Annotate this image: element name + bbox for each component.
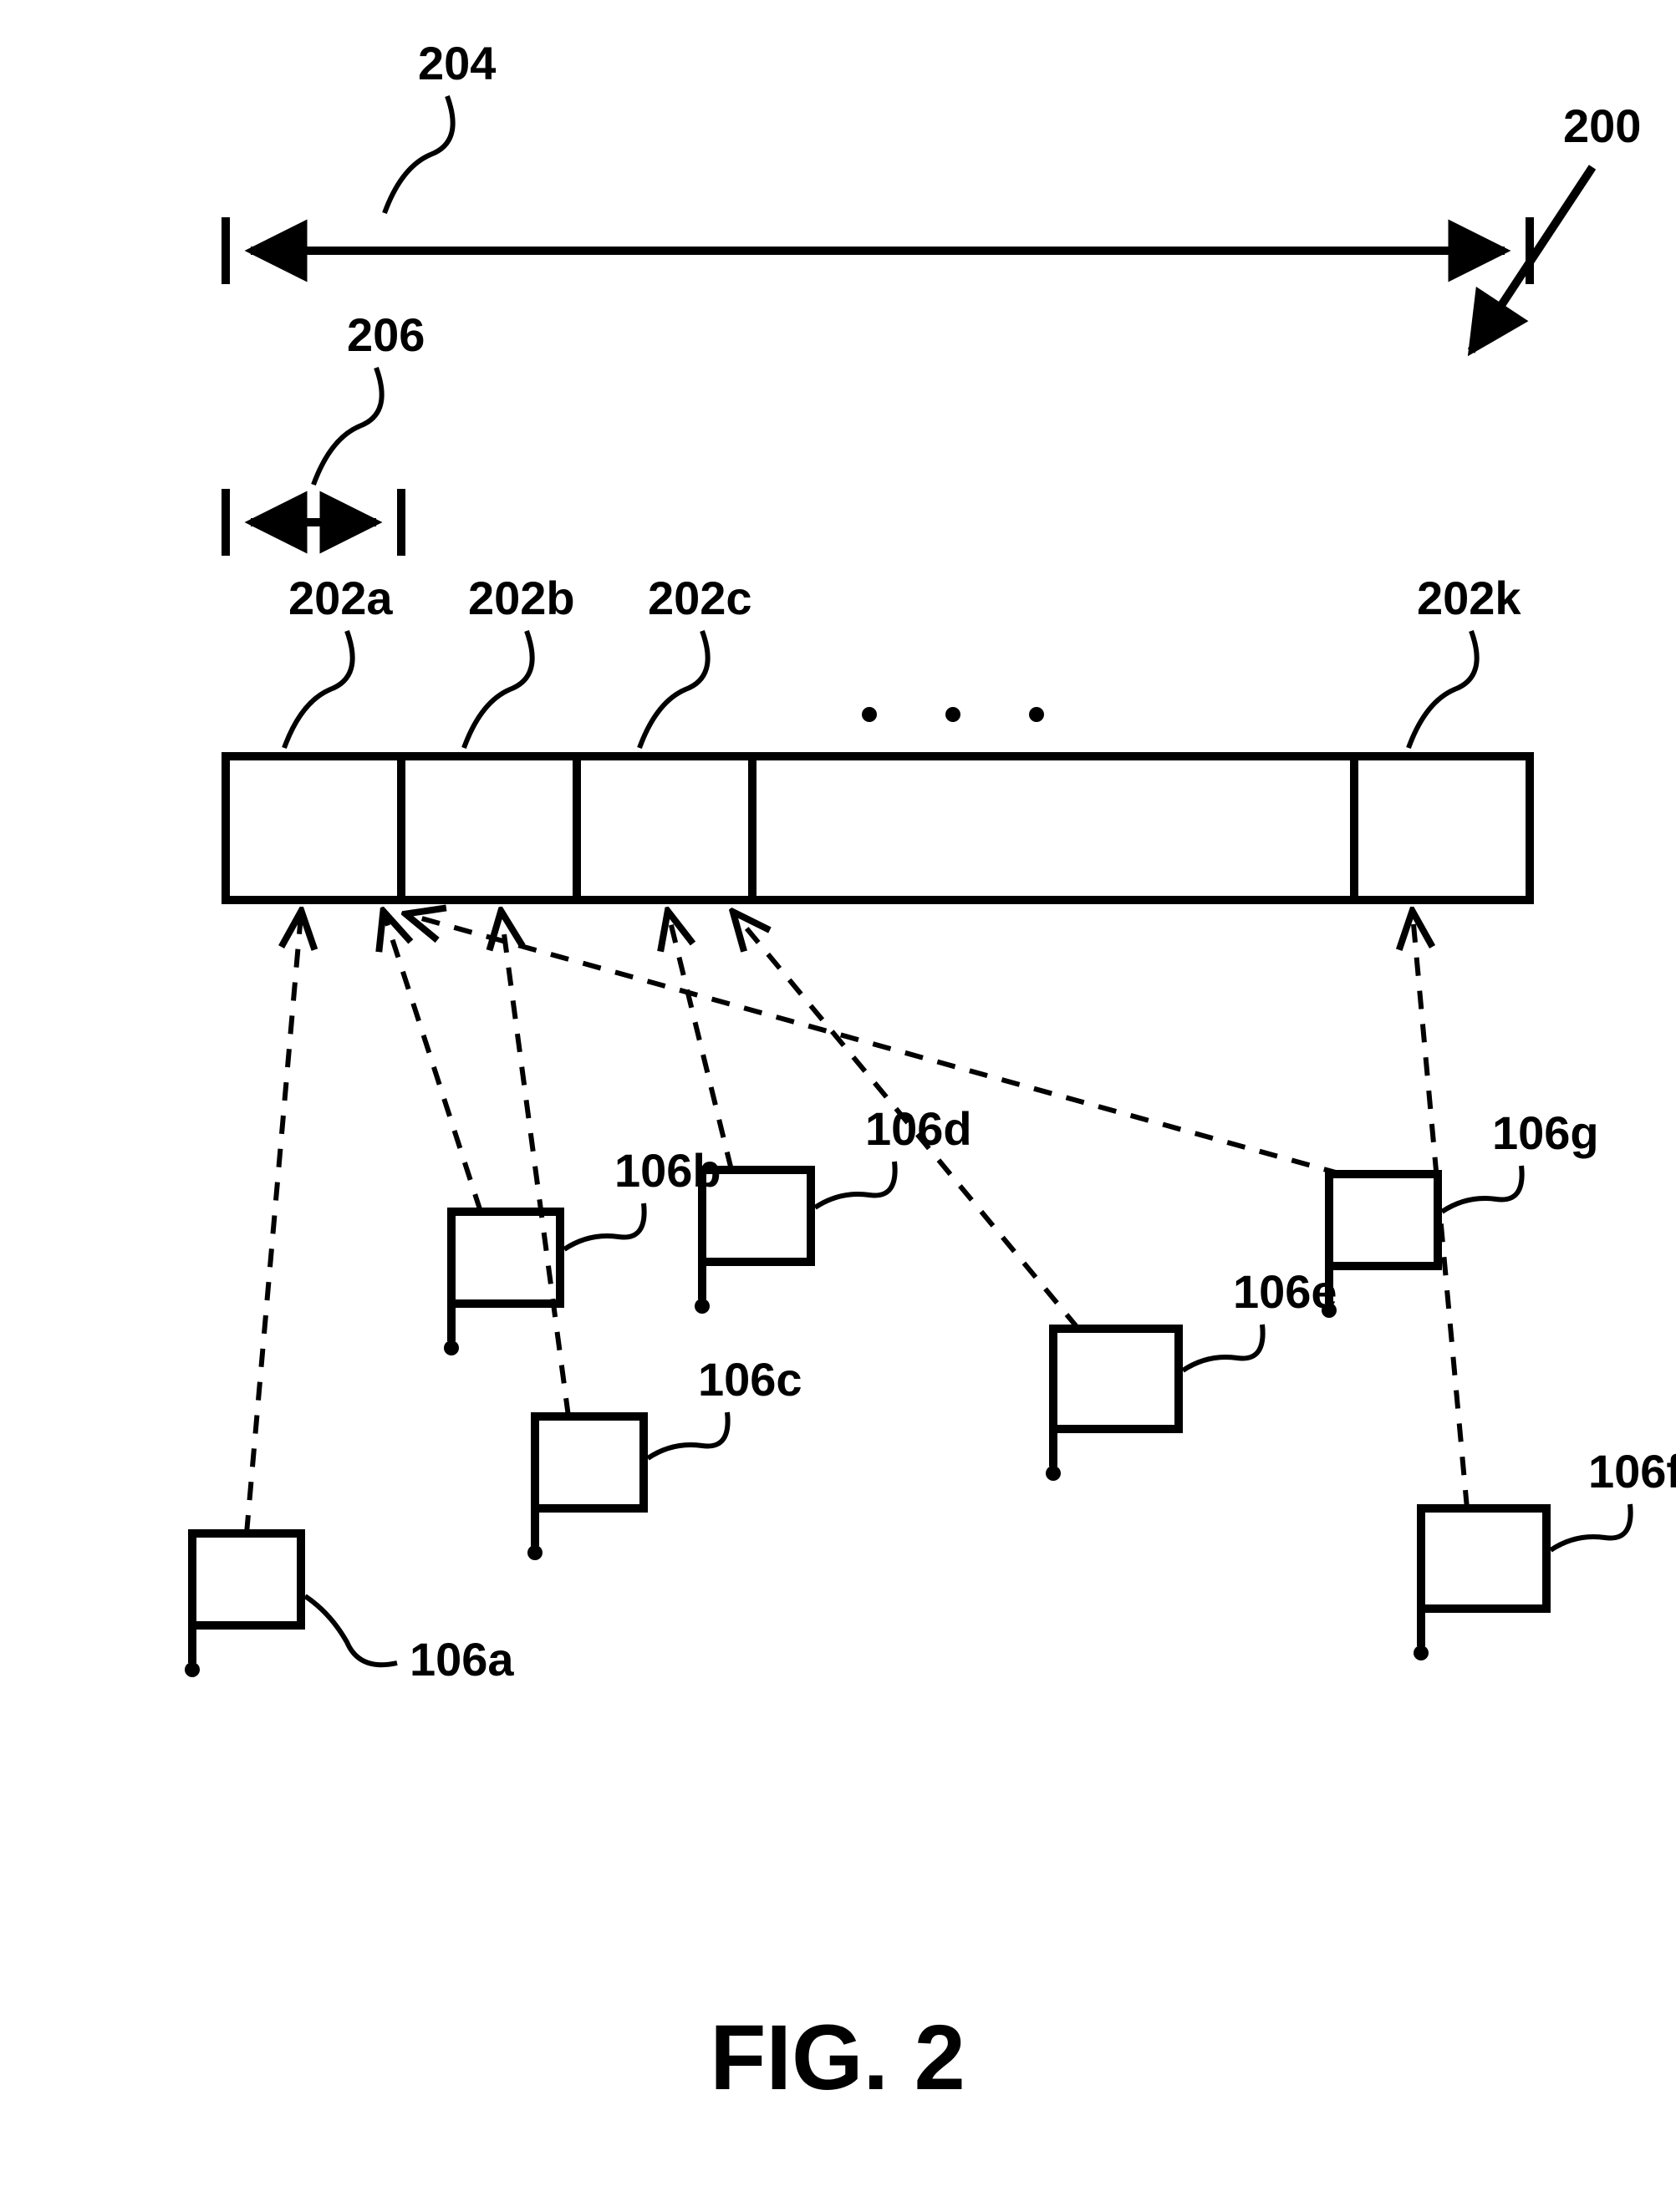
- node-106d: 106d: [669, 915, 972, 1314]
- dimension-206: 206: [226, 308, 425, 556]
- svg-text:106a: 106a: [410, 1633, 514, 1686]
- svg-text:202b: 202b: [468, 572, 575, 624]
- dim-204-label: 204: [418, 37, 496, 89]
- slot-frame: [226, 756, 1530, 900]
- ellipsis: [862, 707, 1044, 722]
- slot-label-202k: 202k: [1409, 572, 1521, 748]
- dim-206-label: 206: [347, 308, 425, 361]
- leader-204: [385, 96, 453, 213]
- svg-text:202c: 202c: [648, 572, 752, 624]
- svg-text:106d: 106d: [865, 1102, 972, 1155]
- svg-text:106g: 106g: [1492, 1106, 1599, 1159]
- slot-label-202b: 202b: [464, 572, 575, 748]
- figure-caption: FIG. 2: [710, 2006, 965, 2109]
- svg-text:106e: 106e: [1233, 1265, 1337, 1318]
- svg-text:202a: 202a: [288, 572, 393, 624]
- dimension-204: 204: [226, 37, 1530, 284]
- node-106b: 106b: [385, 915, 721, 1355]
- node-106e: 106e: [736, 915, 1337, 1481]
- slot-label-202c: 202c: [639, 572, 752, 748]
- node-106f: 106f: [1413, 915, 1676, 1660]
- ref-200-label: 200: [1563, 99, 1641, 152]
- svg-text:106f: 106f: [1588, 1445, 1676, 1498]
- svg-text:202k: 202k: [1417, 572, 1521, 624]
- leader-206: [313, 368, 382, 485]
- slot-label-202a: 202a: [284, 572, 393, 748]
- svg-text:106c: 106c: [698, 1353, 802, 1406]
